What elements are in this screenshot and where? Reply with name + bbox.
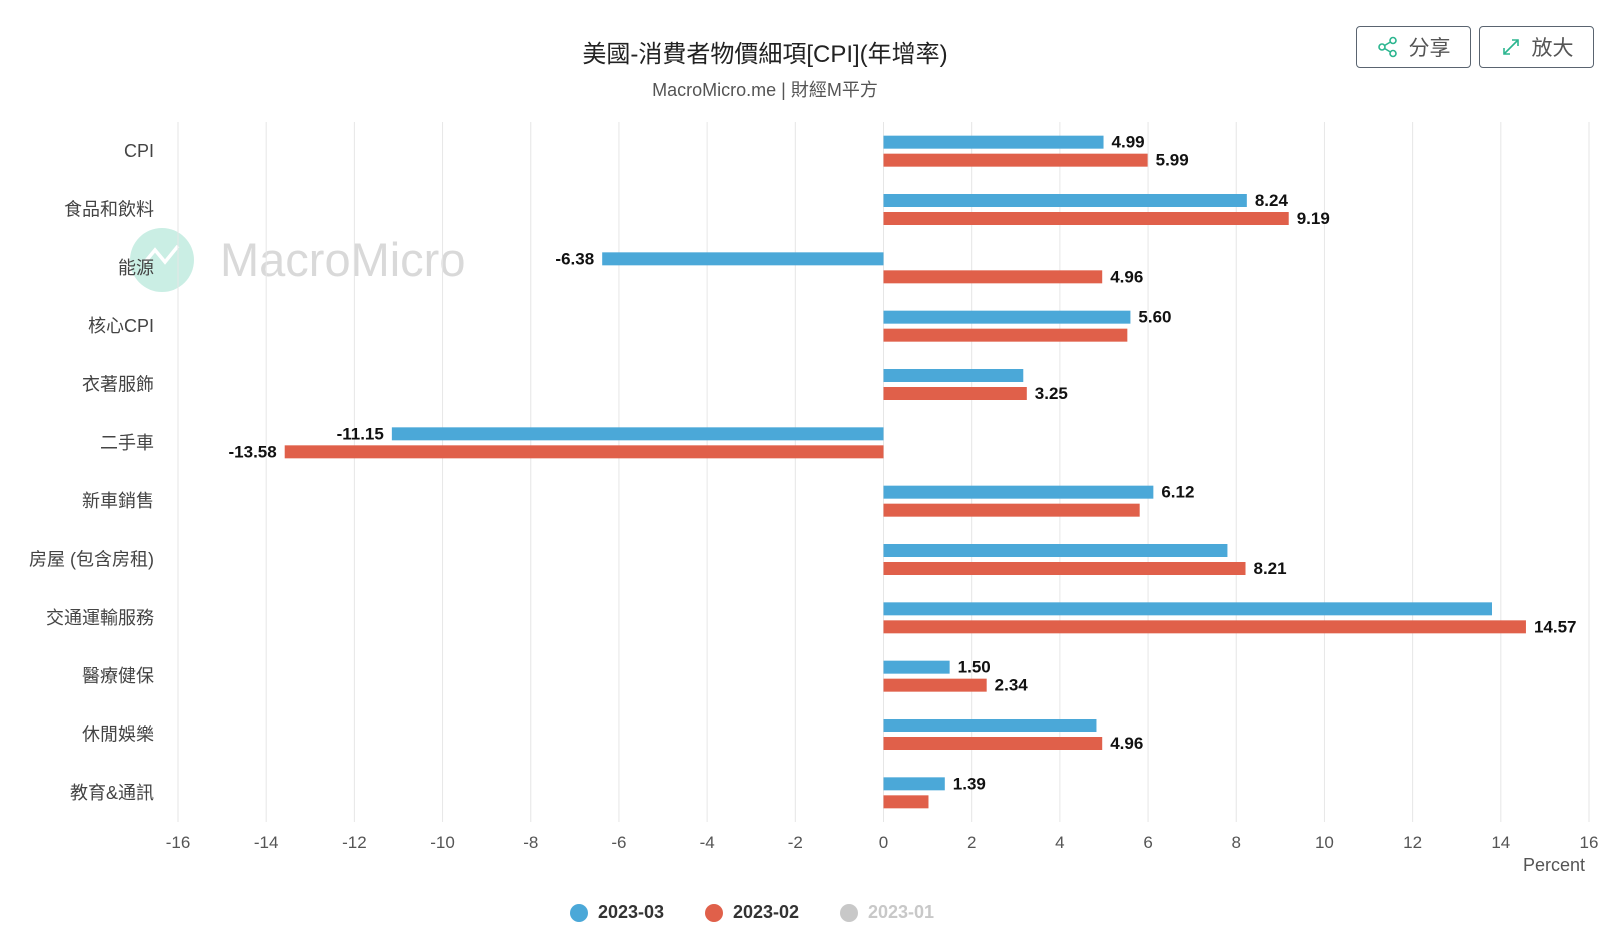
bar[interactable] [883, 602, 1492, 616]
x-tick-label: -10 [430, 833, 455, 852]
bar[interactable] [602, 252, 884, 266]
y-category-label: 交通運輸服務 [46, 608, 154, 628]
y-category-label: 新車銷售 [82, 491, 154, 511]
legend-marker-icon [840, 903, 858, 922]
share-button[interactable]: 分享 [1356, 26, 1471, 68]
legend-marker-icon [570, 903, 588, 922]
data-label: 1.50 [958, 658, 991, 677]
x-tick-label: -2 [788, 833, 803, 852]
bars [284, 135, 1526, 809]
legend-item[interactable]: 2023-02 [705, 902, 799, 923]
watermark: MacroMicro [130, 228, 465, 292]
x-tick-label: -14 [254, 833, 279, 852]
bar[interactable] [883, 328, 1128, 342]
data-label: 4.99 [1112, 133, 1145, 152]
bar[interactable] [883, 194, 1247, 207]
share-icon [1377, 36, 1399, 58]
bar[interactable] [883, 503, 1140, 517]
expand-icon [1500, 36, 1522, 58]
x-tick-label: 2 [967, 833, 976, 852]
chart-title: 美國-消費者物價細項[CPI](年增率) [582, 41, 948, 68]
y-category-label: CPI [124, 141, 154, 161]
data-label: -6.38 [555, 249, 594, 268]
data-label: -11.15 [337, 424, 384, 443]
x-tick-label: 12 [1403, 833, 1422, 852]
bar[interactable] [883, 485, 1154, 499]
bar[interactable] [883, 212, 1289, 225]
data-label: 5.60 [1138, 308, 1171, 327]
x-tick-label: -16 [166, 833, 191, 852]
legend-label: 2023-02 [733, 902, 800, 922]
y-category-label: 衣著服飾 [82, 375, 154, 395]
data-labels: 4.99 8.24 -6.38 5.60 -11.15 6.12 1.50 1.39 5.99 9… [229, 133, 1577, 794]
x-tick-label: 14 [1491, 833, 1510, 852]
x-tick-label: 6 [1143, 833, 1152, 852]
y-category-label: 教育&通訊 [70, 783, 154, 803]
legend: 2023-03 2023-02 2023-01 [0, 902, 1600, 930]
x-tick-label: 10 [1315, 833, 1334, 852]
x-tick-label: -6 [611, 833, 626, 852]
legend-item[interactable]: 2023-03 [570, 902, 664, 923]
bar[interactable] [883, 310, 1131, 324]
bar[interactable] [391, 427, 884, 441]
share-label: 分享 [1408, 37, 1451, 60]
data-label: 1.39 [953, 774, 986, 793]
bar[interactable] [883, 777, 945, 791]
zoom-label: 放大 [1531, 37, 1574, 60]
data-label: 8.21 [1254, 559, 1287, 578]
data-label: 4.96 [1110, 734, 1143, 753]
bar[interactable] [883, 795, 929, 809]
bar[interactable] [883, 562, 1246, 575]
bar-chart: MacroMicro 4.99 8.24 -6.38 5.60 -11.15 6.12 1.… [29, 122, 1599, 875]
bar[interactable] [883, 719, 1097, 732]
x-tick-label: 16 [1580, 833, 1599, 852]
bar[interactable] [883, 387, 1027, 400]
y-category-label: 醫療健保 [82, 666, 154, 686]
x-axis: -16 -14 -12 -10 -8 -6 -4 -2 0 2 4 6 8 10 12 14 16 [166, 833, 1599, 852]
legend-item[interactable]: 2023-01 [840, 902, 934, 923]
logo-mark [143, 244, 180, 265]
data-label: 5.99 [1156, 151, 1189, 170]
data-label: 6.12 [1161, 483, 1194, 502]
y-category-label: 能源 [118, 258, 154, 278]
data-label: 3.25 [1035, 384, 1068, 403]
bar[interactable] [284, 445, 884, 459]
y-category-label: 房屋 (包含房租) [29, 550, 154, 570]
y-category-label: 食品和飲料 [64, 200, 154, 220]
y-category-label: 二手車 [100, 433, 154, 453]
bar[interactable] [883, 135, 1104, 149]
watermark-text: MacroMicro [220, 233, 465, 286]
data-label: 4.96 [1110, 267, 1143, 286]
data-label: 2.34 [995, 676, 1029, 695]
bar[interactable] [883, 544, 1228, 557]
data-label: 9.19 [1297, 209, 1330, 228]
bar[interactable] [883, 153, 1148, 167]
bar[interactable] [883, 620, 1526, 634]
data-label: -13.58 [229, 442, 277, 461]
bar[interactable] [883, 678, 987, 692]
x-tick-label: 8 [1232, 833, 1241, 852]
chart-subtitle: MacroMicro.me | 財經M平方 [652, 80, 878, 100]
x-tick-label: -8 [523, 833, 538, 852]
bar[interactable] [883, 270, 1103, 284]
x-tick-label: 4 [1055, 833, 1064, 852]
x-tick-label: 0 [879, 833, 888, 852]
y-category-label: 休閒娛樂 [82, 725, 154, 745]
y-category-label: 核心CPI [88, 316, 154, 336]
legend-label: 2023-01 [868, 902, 935, 922]
bar[interactable] [883, 660, 950, 674]
data-label: 14.57 [1534, 617, 1577, 636]
bar[interactable] [883, 369, 1024, 382]
data-label: 8.24 [1255, 191, 1289, 210]
x-tick-label: -12 [342, 833, 367, 852]
x-tick-label: -4 [700, 833, 715, 852]
legend-label: 2023-03 [598, 902, 665, 922]
legend-marker-icon [705, 903, 723, 922]
zoom-button[interactable]: 放大 [1479, 26, 1594, 68]
x-axis-title: Percent [1523, 855, 1585, 875]
bar[interactable] [883, 737, 1103, 750]
grid-lines [177, 122, 1590, 822]
